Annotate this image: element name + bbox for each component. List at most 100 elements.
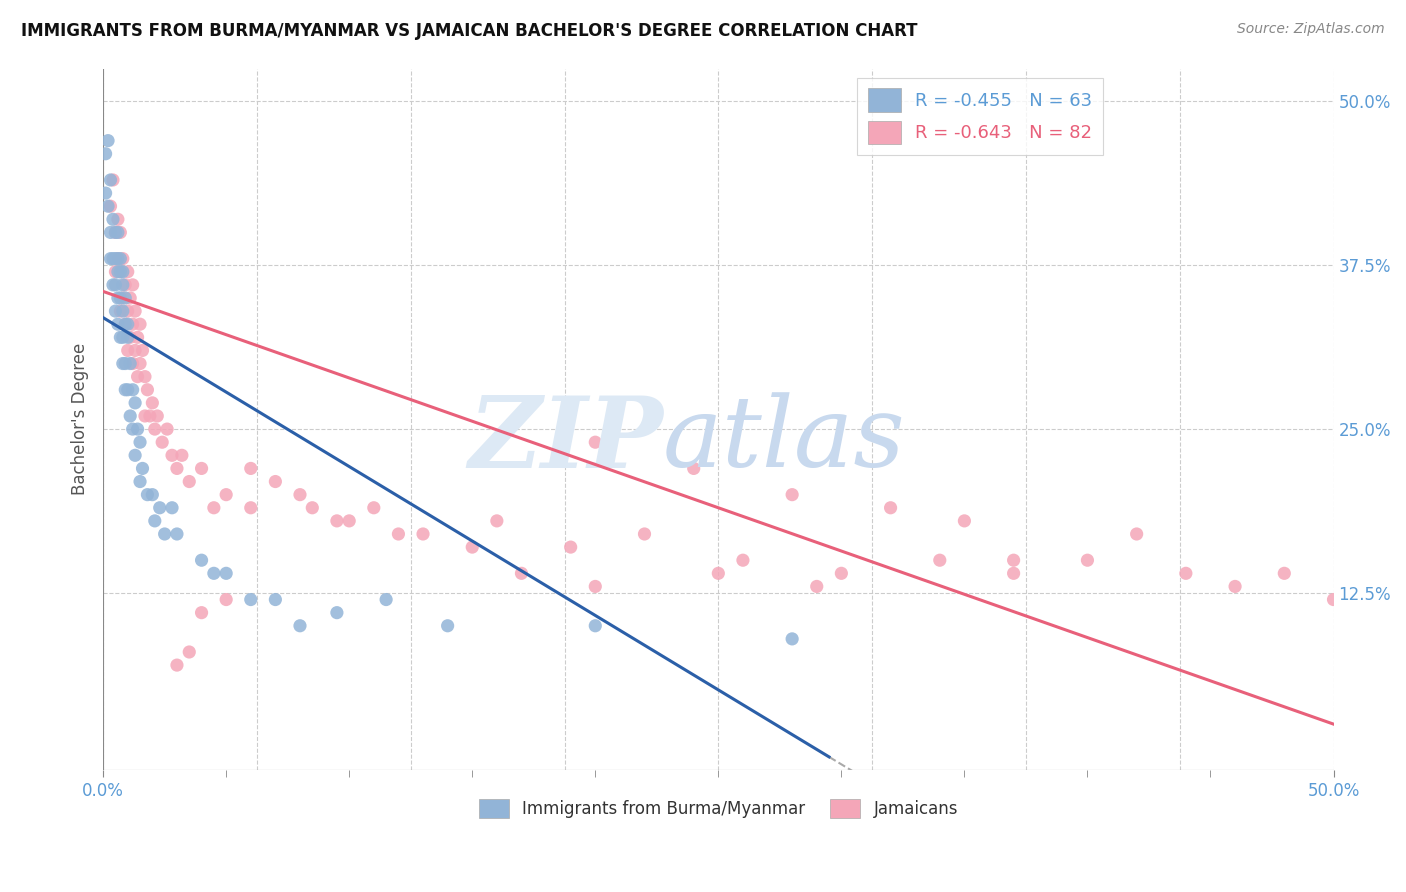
Point <box>131 343 153 358</box>
Point <box>134 369 156 384</box>
Point <box>120 357 142 371</box>
Point <box>136 383 159 397</box>
Point <box>1002 566 1025 581</box>
Point <box>633 527 655 541</box>
Point <box>179 645 201 659</box>
Point <box>179 475 201 489</box>
Point <box>363 500 385 515</box>
Point <box>117 304 139 318</box>
Point <box>121 357 143 371</box>
Point <box>107 265 129 279</box>
Point <box>560 540 582 554</box>
Point <box>141 396 163 410</box>
Point <box>129 475 152 489</box>
Point <box>131 461 153 475</box>
Point <box>326 514 349 528</box>
Point <box>111 304 134 318</box>
Point <box>139 409 162 423</box>
Point <box>170 448 193 462</box>
Point <box>1002 553 1025 567</box>
Point <box>731 553 754 567</box>
Point <box>124 448 146 462</box>
Point <box>682 461 704 475</box>
Point <box>160 500 183 515</box>
Point <box>114 317 136 331</box>
Point <box>111 277 134 292</box>
Text: ZIP: ZIP <box>468 392 664 489</box>
Point <box>114 383 136 397</box>
Point <box>136 488 159 502</box>
Point <box>104 277 127 292</box>
Point <box>127 369 149 384</box>
Point <box>129 435 152 450</box>
Point <box>121 422 143 436</box>
Point <box>239 500 262 515</box>
Point <box>114 277 136 292</box>
Point <box>110 304 132 318</box>
Point <box>111 291 134 305</box>
Point <box>110 265 132 279</box>
Point <box>124 304 146 318</box>
Point <box>583 619 606 633</box>
Point <box>436 619 458 633</box>
Point <box>120 330 142 344</box>
Point <box>107 291 129 305</box>
Point <box>134 409 156 423</box>
Point <box>953 514 976 528</box>
Point <box>100 173 122 187</box>
Point <box>150 435 173 450</box>
Point <box>461 540 484 554</box>
Point <box>94 186 117 200</box>
Text: Source: ZipAtlas.com: Source: ZipAtlas.com <box>1237 22 1385 37</box>
Point <box>156 422 179 436</box>
Point <box>107 317 129 331</box>
Point <box>166 527 188 541</box>
Point <box>120 409 142 423</box>
Point <box>129 357 152 371</box>
Point <box>94 146 117 161</box>
Point <box>1174 566 1197 581</box>
Point <box>215 566 238 581</box>
Point <box>202 566 225 581</box>
Point <box>120 291 142 305</box>
Point <box>583 579 606 593</box>
Text: IMMIGRANTS FROM BURMA/MYANMAR VS JAMAICAN BACHELOR'S DEGREE CORRELATION CHART: IMMIGRANTS FROM BURMA/MYANMAR VS JAMAICA… <box>21 22 918 40</box>
Point <box>337 514 360 528</box>
Point <box>215 488 238 502</box>
Point <box>153 527 176 541</box>
Point <box>1223 579 1246 593</box>
Point <box>301 500 323 515</box>
Point <box>110 252 132 266</box>
Point <box>124 396 146 410</box>
Point <box>107 226 129 240</box>
Point <box>117 383 139 397</box>
Point <box>117 330 139 344</box>
Point <box>202 500 225 515</box>
Point <box>121 317 143 331</box>
Point <box>166 658 188 673</box>
Point <box>101 212 124 227</box>
Point <box>101 277 124 292</box>
Point <box>117 343 139 358</box>
Point <box>780 632 803 646</box>
Point <box>104 226 127 240</box>
Point <box>583 435 606 450</box>
Point <box>190 553 212 567</box>
Point <box>104 226 127 240</box>
Point <box>707 566 730 581</box>
Point <box>101 173 124 187</box>
Point <box>114 317 136 331</box>
Point <box>780 488 803 502</box>
Y-axis label: Bachelor's Degree: Bachelor's Degree <box>72 343 89 495</box>
Point <box>117 317 139 331</box>
Point <box>110 330 132 344</box>
Point <box>104 252 127 266</box>
Point <box>111 265 134 279</box>
Point <box>160 448 183 462</box>
Point <box>107 212 129 227</box>
Point <box>111 357 134 371</box>
Point <box>129 317 152 331</box>
Point <box>101 252 124 266</box>
Point <box>288 488 311 502</box>
Point <box>239 461 262 475</box>
